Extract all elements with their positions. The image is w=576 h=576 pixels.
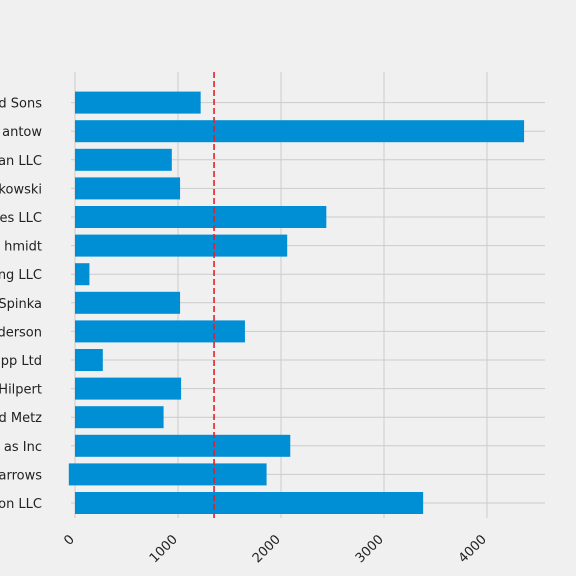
y-tick-label: ng LLC — [0, 268, 42, 283]
bar — [75, 206, 327, 228]
y-tick-label: Spinka — [0, 297, 42, 312]
bar — [75, 434, 291, 457]
y-tick-label: as Inc — [4, 440, 42, 455]
y-tick-label: es LLC — [0, 211, 42, 226]
y-tick-label: on LLC — [0, 497, 42, 512]
bar — [75, 492, 424, 514]
y-tick-label: Hilpert — [0, 383, 42, 398]
y-tick-label: an LLC — [0, 154, 42, 169]
bar — [75, 263, 90, 286]
y-tick-labels: on LLC arrows as Inc d Metz Hilpert pp Ltd der… — [0, 97, 42, 512]
y-tick-label: derson — [0, 325, 42, 340]
bar — [75, 234, 288, 257]
y-tick-label: arrows — [0, 468, 42, 483]
bars — [68, 91, 525, 514]
y-tick-label: antow — [2, 125, 42, 140]
bar — [75, 148, 172, 171]
y-tick-label: kowski — [0, 182, 42, 197]
bar — [75, 291, 181, 314]
y-tick-label: pp Ltd — [1, 354, 42, 369]
bar — [75, 377, 182, 400]
y-tick-label: hmidt — [4, 240, 42, 255]
bar — [75, 120, 525, 143]
y-tick-label: d Sons — [0, 97, 42, 112]
bar — [75, 349, 103, 371]
bar — [75, 177, 181, 200]
y-tick-label: d Metz — [0, 411, 42, 426]
bar — [75, 406, 164, 429]
bar — [75, 91, 201, 114]
bar — [75, 320, 245, 343]
bar — [68, 463, 267, 486]
